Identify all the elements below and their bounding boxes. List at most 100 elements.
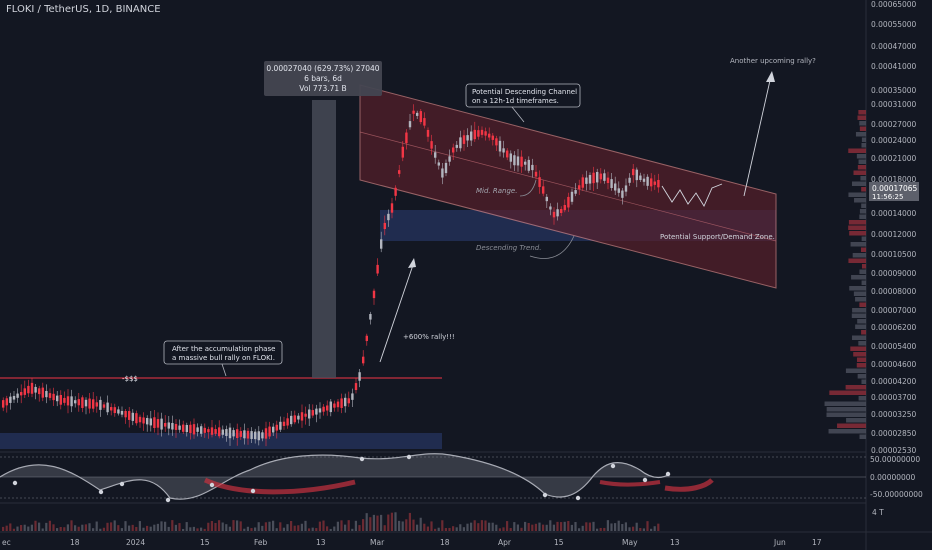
volume-bar bbox=[498, 528, 501, 531]
measure-line-2: 6 bars, 6d bbox=[304, 74, 342, 83]
volume-profile-bar bbox=[857, 165, 866, 170]
volume-bar bbox=[603, 527, 606, 531]
volume-profile-bar bbox=[824, 401, 866, 406]
volume-bar bbox=[228, 526, 231, 531]
candle-body bbox=[560, 209, 563, 213]
candle-body bbox=[552, 211, 556, 218]
volume-profile-bar bbox=[851, 313, 866, 318]
volume-bar bbox=[567, 521, 570, 531]
volume-profile-bar bbox=[861, 143, 866, 148]
volume-profile-bar bbox=[853, 291, 866, 296]
volume-bar bbox=[34, 520, 37, 531]
candle-body bbox=[192, 424, 196, 435]
candle-body bbox=[81, 397, 84, 408]
volume-bar bbox=[516, 524, 519, 531]
volume-bar bbox=[113, 520, 116, 531]
candle-body bbox=[52, 393, 55, 401]
volume-bar bbox=[380, 514, 383, 531]
volume-bar bbox=[196, 528, 199, 531]
volume-bar bbox=[297, 525, 300, 531]
candle-body bbox=[9, 396, 12, 403]
time-tick: ec bbox=[2, 538, 11, 547]
volume-bar bbox=[275, 528, 278, 531]
candle-body bbox=[473, 129, 476, 140]
oscillator-bearish-2 bbox=[599, 480, 661, 487]
candle-body bbox=[354, 383, 358, 391]
measure-line-3: Vol 773.71 B bbox=[299, 84, 346, 93]
volume-bar bbox=[16, 526, 19, 531]
volume-bar bbox=[41, 528, 44, 531]
candle-body bbox=[110, 407, 113, 411]
candle-body bbox=[149, 418, 152, 426]
price-tick: 0.00018000 bbox=[871, 175, 917, 184]
candle-body bbox=[228, 427, 232, 439]
channel-callout-1: Potential Descending Channel bbox=[472, 88, 577, 96]
volume-bar bbox=[232, 520, 235, 531]
price-tick: 0.00003250 bbox=[871, 410, 917, 419]
volume-profile-bar bbox=[859, 269, 866, 274]
volume-bar bbox=[102, 527, 105, 531]
current-price-tag bbox=[869, 182, 919, 201]
candle-body bbox=[466, 135, 469, 141]
volume-profile-bar bbox=[859, 214, 866, 219]
volume-bar bbox=[45, 522, 48, 531]
candle-body bbox=[506, 150, 509, 158]
candle-body bbox=[516, 156, 520, 166]
volume-profile-bar bbox=[848, 220, 866, 225]
candle-body bbox=[239, 431, 242, 437]
candle-body bbox=[610, 179, 613, 189]
volume-profile-bar bbox=[855, 297, 866, 302]
candle-body bbox=[102, 404, 106, 408]
volume-profile-bar bbox=[851, 275, 866, 280]
price-tick: 0.00012000 bbox=[871, 230, 917, 239]
volume-bar bbox=[592, 521, 595, 531]
volume-bar bbox=[624, 522, 627, 531]
volume-bar bbox=[434, 528, 437, 531]
volume-profile-bar bbox=[849, 231, 866, 236]
candle-body bbox=[117, 409, 120, 414]
volume-bar bbox=[38, 522, 41, 531]
mid-range-arrow bbox=[519, 179, 537, 197]
candle-body bbox=[376, 264, 379, 274]
price-tick: 0.00014000 bbox=[871, 209, 917, 218]
candle-body bbox=[452, 147, 455, 153]
volume-profile-bar bbox=[861, 187, 866, 192]
volume-profile-bar bbox=[853, 352, 866, 357]
volume-bar bbox=[120, 528, 123, 531]
oscillator-dots bbox=[12, 454, 671, 503]
volume-bar bbox=[506, 521, 509, 531]
volume-profile-bar bbox=[852, 335, 866, 340]
candle-body bbox=[95, 402, 98, 407]
volume-profile-bar bbox=[861, 330, 866, 335]
candle-body bbox=[124, 410, 127, 418]
volume-bar bbox=[203, 528, 206, 531]
volume-profile-bar bbox=[845, 385, 866, 390]
time-tick: 18 bbox=[70, 538, 80, 547]
volume-profile-bar bbox=[850, 242, 866, 247]
volume-bar bbox=[459, 524, 462, 531]
volume-bar bbox=[531, 524, 534, 531]
candle-body bbox=[531, 164, 534, 171]
volume-bar bbox=[243, 528, 246, 531]
candle-body bbox=[408, 121, 412, 128]
candle-body bbox=[12, 395, 16, 400]
volume-bar bbox=[250, 528, 253, 531]
volume-bar bbox=[210, 521, 213, 531]
candle-body bbox=[657, 179, 660, 188]
candle-body bbox=[221, 429, 224, 435]
volume-profile-bar bbox=[859, 126, 866, 131]
volume-bar bbox=[423, 523, 426, 531]
volume-bar bbox=[128, 525, 131, 531]
candle-body bbox=[596, 171, 599, 183]
volume-bar bbox=[254, 527, 257, 531]
candle-body bbox=[63, 397, 66, 403]
accumulation-callout-2: a massive bull rally on FLOKI. bbox=[172, 354, 275, 362]
candle-body bbox=[434, 152, 437, 158]
candle-body bbox=[88, 398, 91, 409]
volume-bar bbox=[185, 522, 188, 531]
candle-body bbox=[135, 413, 138, 424]
candle-body bbox=[214, 429, 217, 434]
volume-bar bbox=[218, 520, 221, 531]
volume-bar bbox=[282, 527, 285, 531]
